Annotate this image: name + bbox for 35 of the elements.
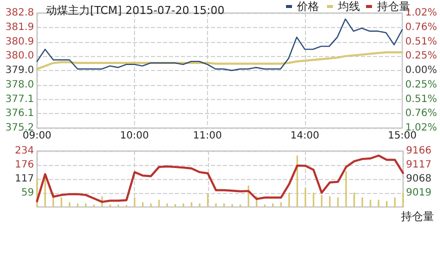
y-tick-label: 176: [14, 160, 34, 170]
line-series: [36, 18, 403, 72]
x-tick-label: 10:00: [120, 130, 149, 142]
y2-tick-label: 9019: [406, 188, 432, 198]
y2-tick-label: 0.51%: [405, 36, 438, 48]
y-tick-label: 377.1: [5, 94, 34, 105]
y-tick-label: 382.8: [5, 8, 34, 18]
y2-axis-title: 持仓量: [401, 210, 434, 223]
y-tick-label: 380.9: [5, 36, 34, 48]
y2-tick-label: 9117: [406, 160, 432, 170]
y2-tick-label: 0.00%: [405, 65, 438, 76]
chart-title: 动煤主力[TCM] 2015-07-20 15:00: [46, 4, 224, 17]
y2-tick-label: 9166: [406, 146, 432, 156]
y-tick-label: 381.9: [5, 22, 34, 33]
y2-tick-label: 0.76%: [405, 108, 438, 120]
y2-tick-label: 0.76%: [405, 22, 438, 33]
y2-tick-label: 0.25%: [405, 50, 438, 62]
x-tick-label: 15:00: [388, 130, 417, 142]
y-tick-label: 117: [14, 174, 34, 184]
y2-tick-label: 9068: [406, 174, 432, 184]
line-series: [36, 154, 404, 203]
y2-tick-label: 0.25%: [405, 79, 438, 90]
legend-label: 价格: [296, 0, 319, 13]
y-tick-label: 378.0: [5, 79, 34, 90]
x-tick-label: 09:00: [22, 130, 52, 142]
line-series: [36, 51, 404, 70]
y-tick-label: 380.0: [5, 50, 34, 62]
y-tick-label: 379.0: [5, 65, 34, 76]
y2-tick-label: 0.51%: [405, 94, 438, 105]
y-tick-label: 376.1: [5, 108, 34, 120]
x-tick-label: 14:00: [290, 130, 320, 142]
y-tick-label: 234: [14, 146, 34, 156]
legend-label: 均线: [337, 0, 360, 13]
x-tick-label: 11:00: [193, 130, 222, 142]
y-tick-label: 59: [21, 188, 34, 198]
